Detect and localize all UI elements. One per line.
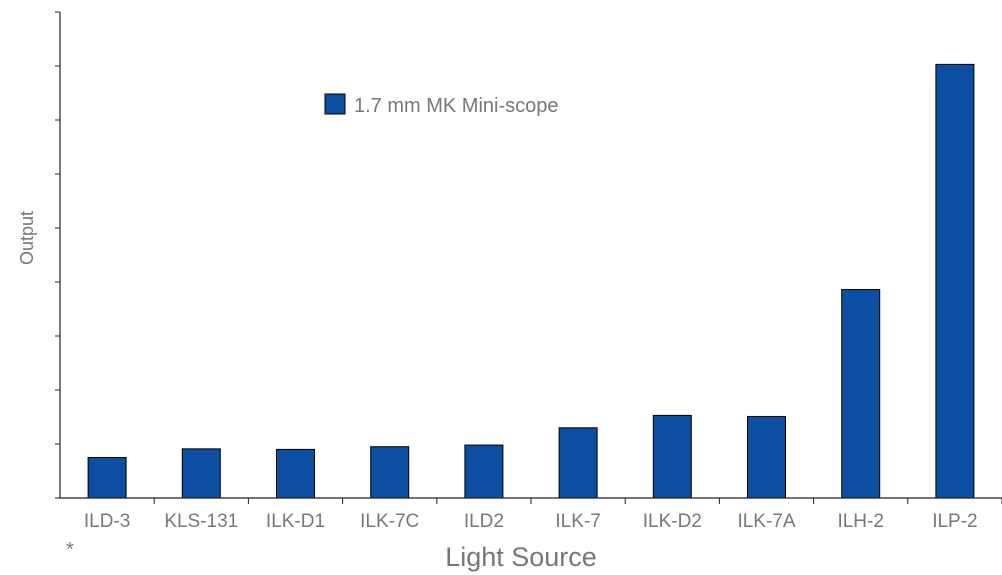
x-tick-label: ILK-7: [555, 511, 600, 532]
bars: [87, 63, 975, 499]
x-tick-label: ILK-7A: [737, 511, 795, 532]
x-tick-label: ILK-D1: [266, 511, 325, 532]
bar-ilk-7: [558, 427, 598, 499]
footnote-asterisk: *: [66, 539, 74, 561]
x-tick-label: ILP-2: [932, 511, 977, 532]
y-axis-ticks: [55, 11, 60, 499]
x-tick-label: ILD-3: [84, 511, 130, 532]
x-tick-labels: ILD-3 KLS-131 ILK-D1 ILK-7C ILD2 ILK-7 ILK-D2 I…: [84, 511, 978, 532]
bar-ilk-d2: [652, 414, 692, 499]
legend-swatch: [324, 93, 346, 115]
x-tick-label: ILK-7C: [360, 511, 419, 532]
bar-ilk-7c: [370, 446, 410, 499]
bar-ild-3: [87, 457, 127, 499]
bar-ilk-7a: [747, 415, 786, 499]
x-tick-label: KLS-131: [164, 511, 238, 532]
bar-ilp-2: [935, 63, 975, 499]
x-tick-label: ILK-D2: [643, 511, 702, 532]
x-tick-label: ILH-2: [837, 511, 883, 532]
legend-label: 1.7 mm MK Mini-scope: [354, 95, 559, 117]
bar-ilh-2: [841, 289, 881, 499]
x-axis-label: Light Source: [445, 542, 597, 572]
x-axis-ticks: [153, 498, 1002, 504]
bar-ild2: [464, 444, 504, 499]
x-tick-label: ILD2: [464, 511, 504, 532]
bar-ilk-d1: [276, 448, 315, 499]
bar-kls-131: [181, 448, 221, 499]
y-axis-label: Output: [17, 211, 37, 265]
